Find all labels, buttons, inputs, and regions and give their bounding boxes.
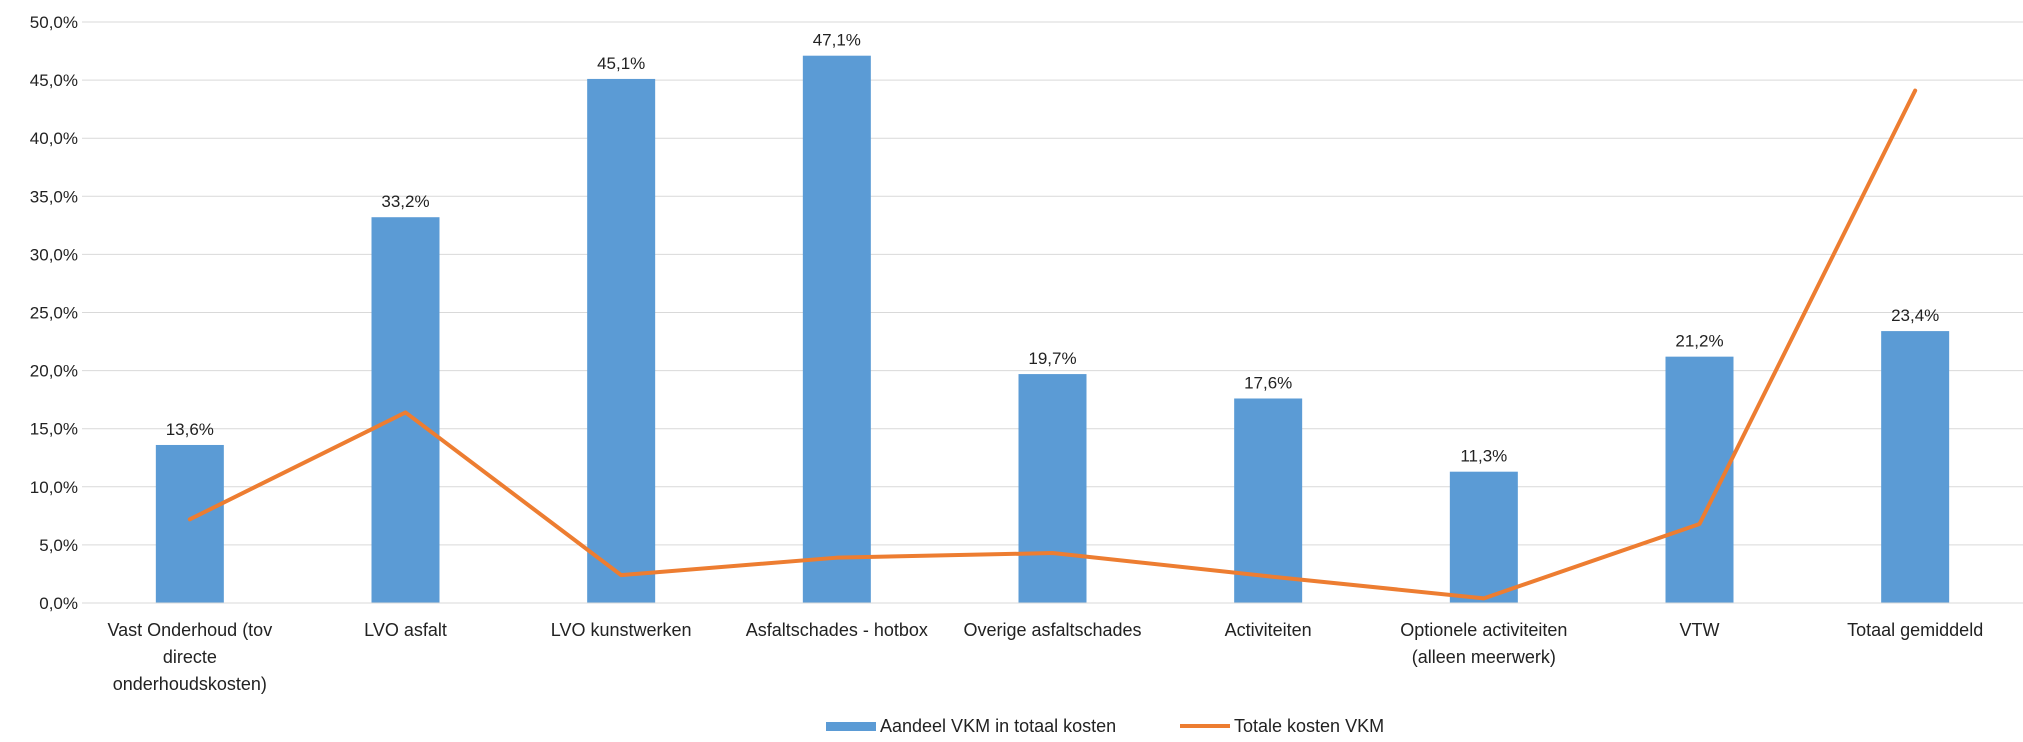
bar-data-label: 17,6%	[1244, 373, 1292, 392]
y-tick-label: 20,0%	[30, 362, 78, 381]
x-category-label: Vast Onderhoud (tov	[107, 620, 272, 640]
x-axis: Vast Onderhoud (tov directe onderhoudskost…	[82, 602, 2023, 694]
line-series	[187, 88, 1918, 601]
bar-data-label: 21,2%	[1675, 332, 1723, 351]
y-tick-label: 40,0%	[30, 129, 78, 148]
bar-data-label: 19,7%	[1028, 349, 1076, 368]
y-tick-label: 5,0%	[39, 536, 78, 555]
x-category-label: VTW	[1680, 620, 1720, 640]
x-category-label: Totaal gemiddeld	[1847, 620, 1983, 640]
x-category-label: (alleen meerwerk)	[1412, 647, 1556, 667]
legend-label: Aandeel VKM in totaal kosten	[880, 716, 1116, 736]
y-tick-label: 25,0%	[30, 304, 78, 323]
y-axis: 0,0% 5,0% 10,0% 15,0% 20,0% 25,0% 30,0% 35,0% 40…	[30, 13, 78, 613]
bar	[1234, 398, 1303, 603]
y-tick-label: 35,0%	[30, 187, 78, 206]
bar	[1881, 331, 1950, 603]
bar	[802, 55, 871, 603]
bar-data-label: 45,1%	[597, 54, 645, 73]
bar-data-label: 11,3%	[1460, 447, 1507, 466]
bar-data-label: 47,1%	[813, 31, 861, 50]
y-tick-label: 50,0%	[30, 13, 78, 32]
x-category-label: LVO kunstwerken	[551, 620, 692, 640]
y-tick-label: 10,0%	[30, 478, 78, 497]
y-tick-label: 45,0%	[30, 71, 78, 90]
x-category-label: directe	[163, 647, 217, 667]
bar-data-label: 13,6%	[166, 420, 214, 439]
x-category-label: Asfaltschades - hotbox	[746, 620, 928, 640]
bar-data-label: 23,4%	[1891, 306, 1939, 325]
x-category-label: onderhoudskosten)	[113, 674, 267, 694]
legend-swatch-bar	[826, 722, 876, 731]
bar-data-label: 33,2%	[381, 192, 429, 211]
x-category-label: LVO asfalt	[364, 620, 447, 640]
legend-label: Totale kosten VKM	[1234, 716, 1384, 736]
x-category-label: Activiteiten	[1225, 620, 1312, 640]
bar	[587, 78, 656, 604]
y-tick-label: 15,0%	[30, 420, 78, 439]
bar	[371, 217, 440, 603]
bar	[1449, 471, 1518, 603]
x-category-label: Optionele activiteiten	[1400, 620, 1567, 640]
x-category-label: Overige asfaltschades	[963, 620, 1141, 640]
y-tick-label: 30,0%	[30, 245, 78, 264]
y-tick-label: 0,0%	[39, 594, 78, 613]
bar	[155, 444, 224, 603]
legend: Aandeel VKM in totaal kosten Totale koste…	[826, 716, 1384, 736]
bar	[1018, 374, 1087, 603]
bar-series: 13,6% 33,2% 45,1% 47,1% 19,7% 17,6% 11,3% 21,2%…	[155, 31, 1950, 604]
